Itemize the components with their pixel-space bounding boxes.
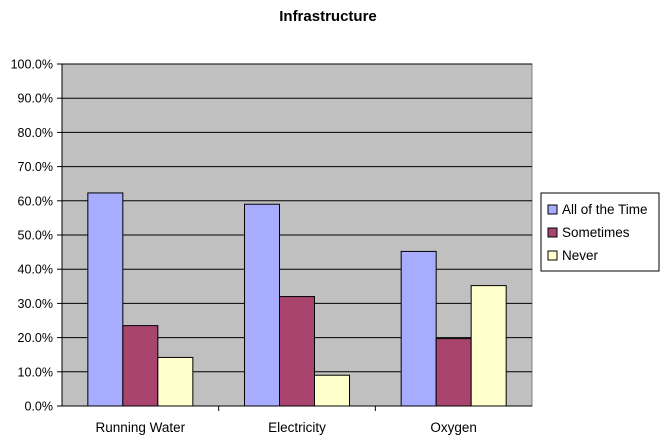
bar-never-running-water (157, 356, 194, 407)
y-tick-label: 70.0% (18, 160, 53, 174)
y-tick-label: 100.0% (11, 58, 53, 72)
legend-swatch (547, 204, 558, 215)
bar-all-of-the-time-electricity (244, 203, 280, 407)
bar-sometimes-oxygen (435, 338, 472, 407)
bar-never-oxygen (470, 285, 507, 407)
legend-label: Sometimes (562, 225, 630, 240)
bar-sometimes-electricity (279, 296, 315, 407)
legend-swatch (547, 227, 558, 238)
x-category-label: Oxygen (430, 420, 477, 435)
bar-never-electricity (314, 374, 350, 407)
y-tick-label: 30.0% (18, 297, 53, 311)
bar-all-of-the-time-running-water (87, 192, 124, 407)
legend-label: Never (562, 248, 599, 263)
labels: 0.0% 10.0% 20.0% 30.0% 40.0% 50.0% 60.0% 70.0% 8… (11, 58, 477, 436)
y-tick-label: 50.0% (18, 229, 53, 243)
bar-all-of-the-time-oxygen (400, 250, 437, 407)
x-category-label: Running Water (96, 420, 186, 435)
legend-box (540, 192, 660, 272)
legend-label: All of the Time (562, 202, 648, 217)
bars (87, 192, 507, 407)
legend: All of the Time Sometimes Never (540, 192, 660, 272)
x-category-label: Electricity (268, 420, 326, 435)
y-tick-label: 60.0% (18, 194, 53, 208)
y-tick-label: 20.0% (18, 331, 53, 345)
y-tick-label: 40.0% (18, 263, 53, 277)
bar-sometimes-running-water (122, 325, 159, 407)
y-tick-label: 0.0% (25, 400, 54, 414)
y-tick-label: 80.0% (18, 126, 53, 140)
y-tick-label: 10.0% (18, 365, 53, 379)
y-tick-label: 90.0% (18, 92, 53, 106)
chart-title: Infrastructure (279, 8, 377, 25)
legend-swatch (547, 250, 558, 261)
